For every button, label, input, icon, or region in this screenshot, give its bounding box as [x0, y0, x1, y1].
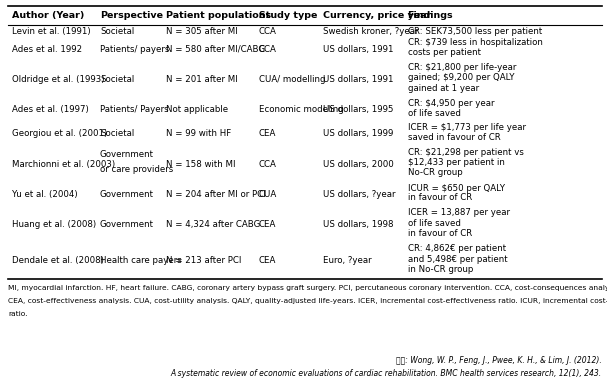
Text: of life saved: of life saved: [408, 218, 461, 227]
Text: CEA, cost-effectiveness analysis. CUA, cost-utility analysis. QALY, quality-adju: CEA, cost-effectiveness analysis. CUA, c…: [8, 298, 607, 304]
Text: in No-CR group: in No-CR group: [408, 265, 473, 274]
Text: A systematic review of economic evaluations of cardiac rehabilitation. BMC healt: A systematic review of economic evaluati…: [171, 369, 602, 378]
Text: in favour of CR: in favour of CR: [408, 229, 472, 238]
Text: and 5,498€ per patient: and 5,498€ per patient: [408, 255, 507, 264]
Text: Currency, price year: Currency, price year: [323, 11, 431, 20]
Text: ICER = 13,887 per year: ICER = 13,887 per year: [408, 208, 510, 217]
Text: ICUR = $650 per QALY: ICUR = $650 per QALY: [408, 184, 504, 192]
Text: US dollars, 1999: US dollars, 1999: [323, 129, 393, 138]
Text: CUA/ modelling: CUA/ modelling: [259, 75, 325, 84]
Text: N = 305 after MI: N = 305 after MI: [166, 26, 238, 36]
Text: Not applicable: Not applicable: [166, 105, 229, 114]
Text: of life saved: of life saved: [408, 109, 461, 118]
Text: MI, myocardial infarction. HF, heart failure. CABG, coronary artery bypass graft: MI, myocardial infarction. HF, heart fai…: [8, 285, 607, 291]
Text: US dollars, 2000: US dollars, 2000: [323, 160, 393, 169]
Text: N = 204 after MI or PCI: N = 204 after MI or PCI: [166, 190, 266, 199]
Text: Societal: Societal: [100, 75, 134, 84]
Text: saved in favour of CR: saved in favour of CR: [408, 133, 500, 142]
Text: CR: $21,298 per patient vs: CR: $21,298 per patient vs: [408, 148, 523, 157]
Text: CUA: CUA: [259, 190, 277, 199]
Text: CR: $4,950 per year: CR: $4,950 per year: [408, 99, 494, 108]
Text: Government: Government: [100, 220, 154, 229]
Text: Huang et al. (2008): Huang et al. (2008): [12, 220, 96, 229]
Text: Patient populations: Patient populations: [166, 11, 271, 20]
Text: CR: 4,862€ per patient: CR: 4,862€ per patient: [408, 245, 506, 253]
Text: gained; $9,200 per QALY: gained; $9,200 per QALY: [408, 73, 514, 83]
Text: Dendale et al. (2008): Dendale et al. (2008): [12, 257, 104, 265]
Text: Ades et al. 1992: Ades et al. 1992: [12, 45, 82, 54]
Text: US dollars, 1995: US dollars, 1995: [323, 105, 393, 114]
Text: No-CR group: No-CR group: [408, 169, 463, 177]
Text: $12,433 per patient in: $12,433 per patient in: [408, 158, 504, 167]
Text: Ades et al. (1997): Ades et al. (1997): [12, 105, 89, 114]
Text: US dollars, 1991: US dollars, 1991: [323, 45, 393, 54]
Text: Government: Government: [100, 150, 154, 159]
Text: Swedish kroner, ?year: Swedish kroner, ?year: [323, 26, 418, 36]
Text: or care providers: or care providers: [100, 165, 173, 174]
Text: N = 99 with HF: N = 99 with HF: [166, 129, 232, 138]
Text: Perspective: Perspective: [100, 11, 163, 20]
Text: Euro, ?year: Euro, ?year: [323, 257, 371, 265]
Text: N = 580 after MI/CABG: N = 580 after MI/CABG: [166, 45, 266, 54]
Text: Patients/ Payers: Patients/ Payers: [100, 105, 169, 114]
Text: N = 4,324 after CABG: N = 4,324 after CABG: [166, 220, 261, 229]
Text: Economic modeling: Economic modeling: [259, 105, 344, 114]
Text: US dollars, ?year: US dollars, ?year: [323, 190, 395, 199]
Text: CEA: CEA: [259, 129, 276, 138]
Text: Study type: Study type: [259, 11, 317, 20]
Text: Marchionni et al. (2003): Marchionni et al. (2003): [12, 160, 115, 169]
Text: CCA: CCA: [259, 45, 276, 54]
Text: Government: Government: [100, 190, 154, 199]
Text: US dollars, 1991: US dollars, 1991: [323, 75, 393, 84]
Text: CR: $21,800 per life-year: CR: $21,800 per life-year: [408, 63, 516, 72]
Text: CEA: CEA: [259, 220, 276, 229]
Text: Findings: Findings: [408, 11, 453, 20]
Text: CCA: CCA: [259, 160, 276, 169]
Text: CR: SEK73,500 less per patient: CR: SEK73,500 less per patient: [408, 26, 542, 36]
Text: ratio.: ratio.: [8, 311, 27, 317]
Text: Health care payers: Health care payers: [100, 257, 181, 265]
Text: N = 213 after PCI: N = 213 after PCI: [166, 257, 242, 265]
Text: Author (Year): Author (Year): [12, 11, 84, 20]
Text: CEA: CEA: [259, 257, 276, 265]
Text: Oldridge et al. (1993): Oldridge et al. (1993): [12, 75, 104, 84]
Text: CR: $739 less in hospitalization: CR: $739 less in hospitalization: [408, 38, 543, 47]
Text: Yu et al. (2004): Yu et al. (2004): [12, 190, 78, 199]
Text: CCA: CCA: [259, 26, 276, 36]
Text: Societal: Societal: [100, 26, 134, 36]
Text: 월치: Wong, W. P., Feng, J., Pwee, K. H., & Lim, J. (2012).: 월치: Wong, W. P., Feng, J., Pwee, K. H., …: [396, 356, 602, 365]
Text: in favour of CR: in favour of CR: [408, 193, 472, 202]
Text: Levin et al. (1991): Levin et al. (1991): [12, 26, 90, 36]
Text: US dollars, 1998: US dollars, 1998: [323, 220, 393, 229]
Text: costs per patient: costs per patient: [408, 48, 481, 57]
Text: Patients/ payers: Patients/ payers: [100, 45, 169, 54]
Text: gained at 1 year: gained at 1 year: [408, 84, 479, 93]
Text: N = 158 with MI: N = 158 with MI: [166, 160, 236, 169]
Text: N = 201 after MI: N = 201 after MI: [166, 75, 238, 84]
Text: Societal: Societal: [100, 129, 134, 138]
Text: Georgiou et al. (2001): Georgiou et al. (2001): [12, 129, 107, 138]
Text: ICER = $1,773 per life year: ICER = $1,773 per life year: [408, 123, 526, 132]
